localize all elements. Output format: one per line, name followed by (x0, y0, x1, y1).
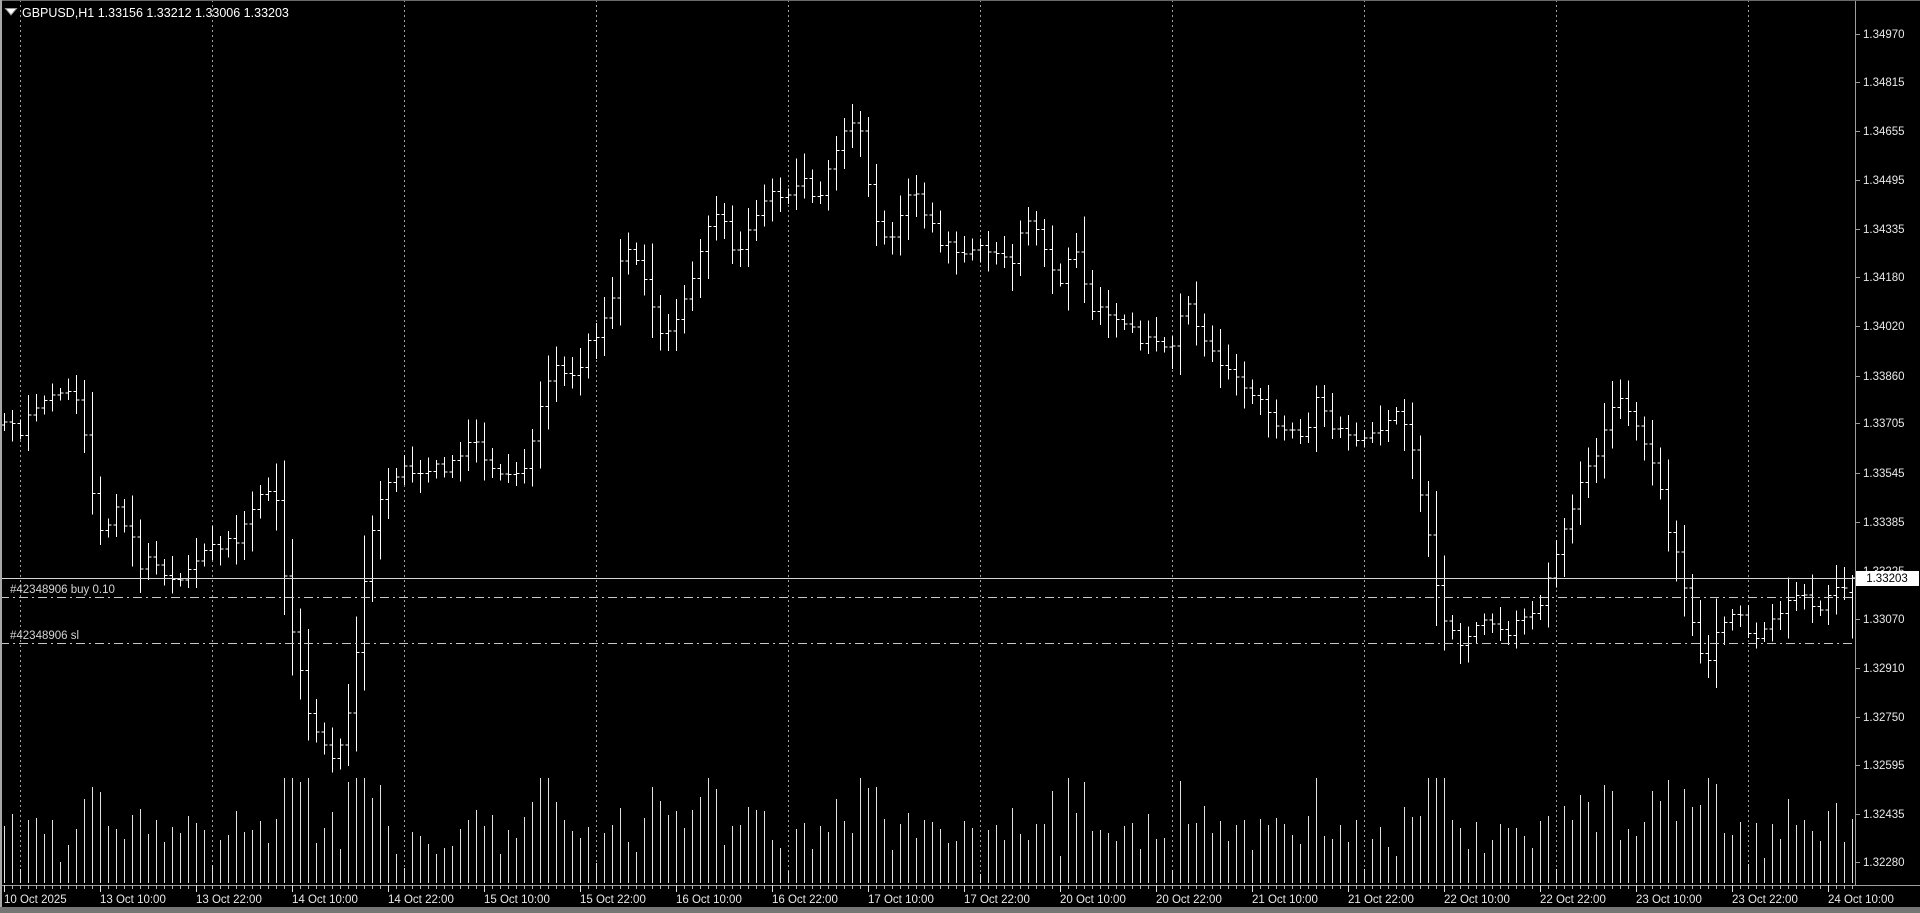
volume-histogram (4, 778, 1853, 883)
time-axis-label: 21 Oct 22:00 (1348, 894, 1414, 906)
price-tag-value: 1.33203 (1866, 573, 1908, 585)
trade-sl-label[interactable]: #42348906 sl (10, 630, 79, 642)
price-axis-label: 1.33860 (1863, 371, 1905, 383)
symbol-info-bar: GBPUSD,H1 1.33156 1.33212 1.33006 1.3320… (4, 6, 289, 20)
price-tag-box (1856, 571, 1919, 586)
time-axis-label: 20 Oct 10:00 (1060, 894, 1126, 906)
price-axis-label: 1.32750 (1863, 712, 1905, 724)
price-axis-label: 1.33070 (1863, 614, 1905, 626)
time-axis-label: 13 Oct 10:00 (100, 894, 166, 906)
time-axis-label: 21 Oct 10:00 (1252, 894, 1318, 906)
window-bottom-strip[interactable] (0, 907, 1920, 913)
time-axis-label: 23 Oct 10:00 (1636, 894, 1702, 906)
time-axis-label: 24 Oct 10:00 (1828, 894, 1894, 906)
price-axis-label: 1.34020 (1863, 321, 1905, 333)
current-price-tag: 1.33203 (1856, 571, 1919, 586)
time-axis-label: 20 Oct 22:00 (1156, 894, 1222, 906)
time-axis-label: 14 Oct 10:00 (292, 894, 358, 906)
time-axis-label: 17 Oct 10:00 (868, 894, 934, 906)
trade-level-lines[interactable] (0, 597, 1855, 644)
time-axis-label: 22 Oct 10:00 (1444, 894, 1510, 906)
time-axis-label: 23 Oct 22:00 (1732, 894, 1798, 906)
price-axis-label: 1.34970 (1863, 29, 1905, 41)
trade-buy-label[interactable]: #42348906 buy 0.10 (10, 584, 115, 596)
price-axis-label: 1.32280 (1863, 857, 1905, 869)
symbol-ohlc-text: GBPUSD,H1 1.33156 1.33212 1.33006 1.3320… (22, 6, 289, 20)
price-axis-label: 1.34495 (1863, 175, 1905, 187)
axes-frame (0, 0, 1920, 886)
time-axis-label: 10 Oct 2025 (4, 894, 67, 906)
window-border-left (0, 0, 2, 913)
time-axis-label: 17 Oct 22:00 (964, 894, 1030, 906)
price-axis-label: 1.32910 (1863, 663, 1905, 675)
price-axis-label: 1.33545 (1863, 468, 1905, 480)
time-axis-label: 13 Oct 22:00 (196, 894, 262, 906)
price-axis-label: 1.34655 (1863, 126, 1905, 138)
price-axis-label: 1.33705 (1863, 418, 1905, 430)
price-axis-label: 1.32595 (1863, 760, 1905, 772)
time-axis-label: 22 Oct 22:00 (1540, 894, 1606, 906)
price-axis-label: 1.34180 (1863, 272, 1905, 284)
window-border-top (0, 0, 1920, 1)
time-axis-label: 16 Oct 22:00 (772, 894, 838, 906)
time-axis-label: 14 Oct 22:00 (388, 894, 454, 906)
ohlc-bars (1, 103, 1856, 773)
price-axis-label: 1.34335 (1863, 224, 1905, 236)
triangle-down-icon (4, 8, 18, 16)
time-axis[interactable]: 10 Oct 2025 13 Oct 10:00 13 Oct 22:00 14 Oc… (4, 885, 1894, 906)
time-axis-label: 15 Oct 10:00 (484, 894, 550, 906)
price-axis-label: 1.33385 (1863, 517, 1905, 529)
price-axis-label: 1.32435 (1863, 809, 1905, 821)
time-axis-label: 15 Oct 22:00 (580, 894, 646, 906)
time-axis-label: 16 Oct 10:00 (676, 894, 742, 906)
price-axis-label: 1.34815 (1863, 77, 1905, 89)
